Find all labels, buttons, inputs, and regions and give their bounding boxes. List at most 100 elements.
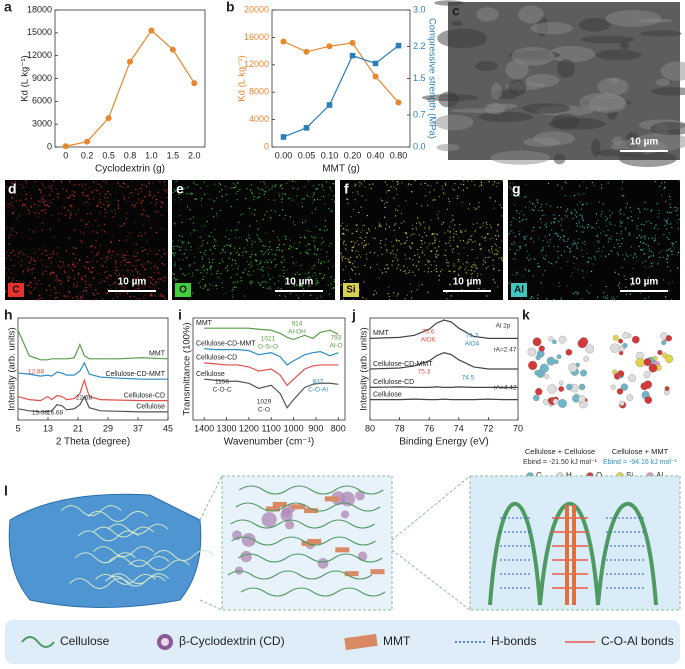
signal-dot: [501, 215, 503, 217]
signal-dot: [251, 246, 253, 248]
signal-dot: [235, 262, 237, 264]
signal-dot: [114, 272, 116, 274]
signal-dot: [614, 271, 617, 273]
y-axis-label: Kd (L kg⁻¹): [20, 55, 31, 101]
signal-dot: [117, 269, 119, 271]
signal-dot: [448, 262, 450, 264]
signal-dot: [656, 203, 658, 205]
signal-dot: [284, 192, 286, 195]
x-tick-label: 0.2: [81, 150, 94, 160]
signal-dot: [583, 241, 586, 243]
signal-dot: [122, 276, 125, 279]
signal-dot: [453, 233, 455, 235]
signal-dot: [619, 225, 621, 227]
signal-dot: [188, 265, 190, 267]
signal-dot: [86, 256, 88, 258]
signal-dot: [492, 237, 494, 239]
signal-dot: [609, 222, 611, 224]
signal-dot: [459, 229, 462, 231]
signal-dot: [374, 289, 376, 292]
signal-dot: [157, 191, 159, 193]
signal-dot: [411, 233, 413, 235]
signal-dot: [13, 207, 16, 209]
signal-dot: [120, 282, 122, 285]
signal-dot: [581, 226, 583, 228]
signal-dot: [253, 214, 256, 216]
signal-dot: [237, 190, 239, 192]
signal-dot: [163, 181, 165, 183]
atom: [665, 354, 674, 363]
signal-dot: [526, 250, 528, 252]
x-axis-label: Cyclodextrin (g): [95, 164, 165, 175]
signal-dot: [610, 238, 612, 240]
signal-dot: [453, 189, 455, 191]
signal-dot: [401, 182, 403, 184]
signal-dot: [42, 264, 44, 267]
signal-dot: [346, 225, 348, 227]
signal-dot: [387, 249, 389, 251]
signal-dot: [631, 219, 633, 222]
signal-dot: [551, 229, 553, 231]
signal-dot: [516, 210, 518, 212]
signal-dot: [122, 259, 124, 262]
signal-dot: [141, 263, 143, 265]
signal-dot: [150, 267, 152, 270]
signal-dot: [174, 261, 177, 263]
signal-dot: [363, 244, 365, 247]
signal-dot: [509, 186, 511, 188]
signal-dot: [308, 278, 310, 280]
signal-dot: [289, 216, 291, 218]
signal-dot: [110, 275, 112, 277]
signal-dot: [430, 219, 432, 221]
signal-dot: [557, 234, 559, 236]
signal-dot: [29, 260, 31, 263]
signal-dot: [262, 244, 264, 247]
signal-dot: [412, 264, 414, 266]
signal-dot: [29, 213, 31, 215]
signal-dot: [270, 267, 272, 269]
signal-dot: [387, 292, 389, 295]
legend-label: Cellulose: [60, 634, 110, 648]
signal-dot: [269, 259, 271, 261]
signal-dot: [547, 182, 550, 185]
signal-dot: [595, 251, 598, 253]
signal-dot: [160, 295, 162, 297]
signal-dot: [28, 228, 31, 231]
signal-dot: [347, 261, 350, 263]
signal-dot: [486, 226, 488, 229]
signal-dot: [103, 180, 105, 182]
signal-dot: [74, 265, 76, 268]
x-tick-label: 29: [103, 423, 113, 433]
signal-dot: [620, 209, 622, 211]
signal-dot: [372, 237, 374, 239]
signal-dot: [43, 195, 45, 197]
signal-dot: [446, 291, 448, 293]
signal-dot: [205, 268, 208, 270]
marker: [169, 46, 176, 53]
signal-dot: [154, 204, 156, 206]
signal-dot: [283, 266, 285, 268]
signal-dot: [86, 290, 88, 292]
signal-dot: [526, 257, 528, 259]
cyclodextrin: [281, 507, 291, 517]
signal-dot: [403, 270, 405, 273]
signal-dot: [582, 231, 585, 233]
y-axis-label: Intensity (arb. units): [359, 327, 370, 410]
signal-dot: [95, 240, 97, 242]
signal-dot: [310, 277, 312, 279]
signal-dot: [373, 252, 376, 254]
signal-dot: [72, 264, 74, 266]
signal-dot: [122, 257, 124, 259]
signal-dot: [153, 287, 155, 289]
signal-dot: [277, 280, 280, 282]
signal-dot: [315, 188, 317, 190]
texture: [650, 121, 685, 136]
signal-dot: [567, 260, 569, 263]
signal-dot: [200, 245, 202, 248]
signal-dot: [416, 248, 419, 251]
signal-dot: [57, 265, 59, 267]
atom: [657, 349, 663, 356]
signal-dot: [136, 252, 139, 254]
signal-dot: [52, 251, 54, 253]
series-line: [369, 319, 518, 339]
